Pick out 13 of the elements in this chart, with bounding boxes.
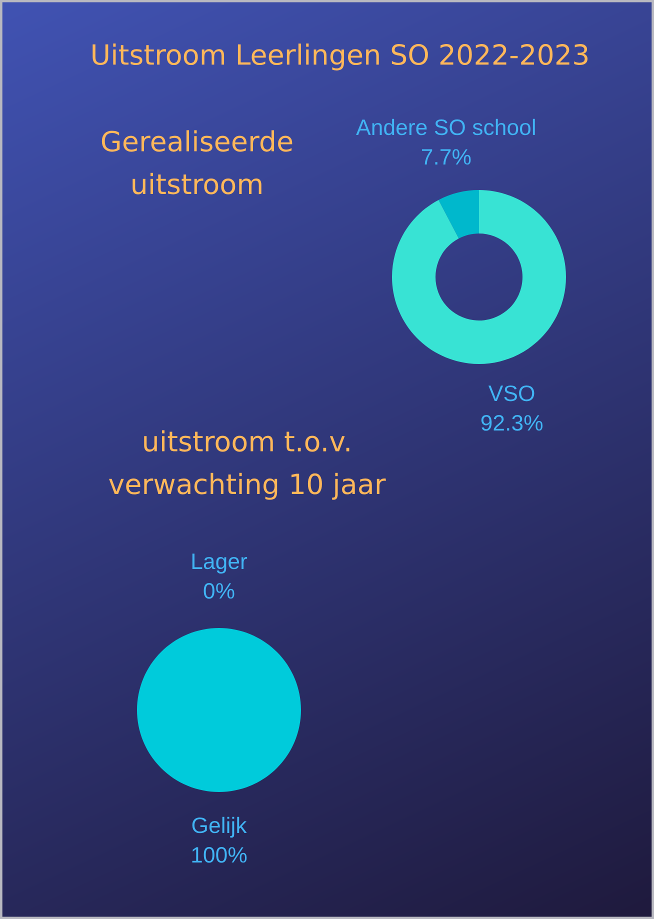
category-label: Lager bbox=[192, 554, 248, 574]
text: Gerealiseerde uitstroom bbox=[102, 130, 292, 194]
data-label: 92.3% bbox=[481, 415, 543, 431]
data-label: 100% bbox=[192, 847, 247, 863]
data-label: 7.7% bbox=[422, 149, 471, 165]
chart-title: Uitstroom Leerlingen SO 2022-2023 bbox=[92, 44, 588, 70]
donut-slice bbox=[392, 190, 566, 364]
text: 0% bbox=[204, 583, 234, 599]
slice-label: VSO bbox=[488, 385, 534, 402]
chart-title: uitstroom t.o.v. verwachting 10 jaar bbox=[109, 430, 386, 500]
donut-slice bbox=[438, 190, 479, 238]
slice-label: Gelijk bbox=[192, 816, 247, 838]
slice-label: Andere SO school bbox=[356, 118, 535, 136]
